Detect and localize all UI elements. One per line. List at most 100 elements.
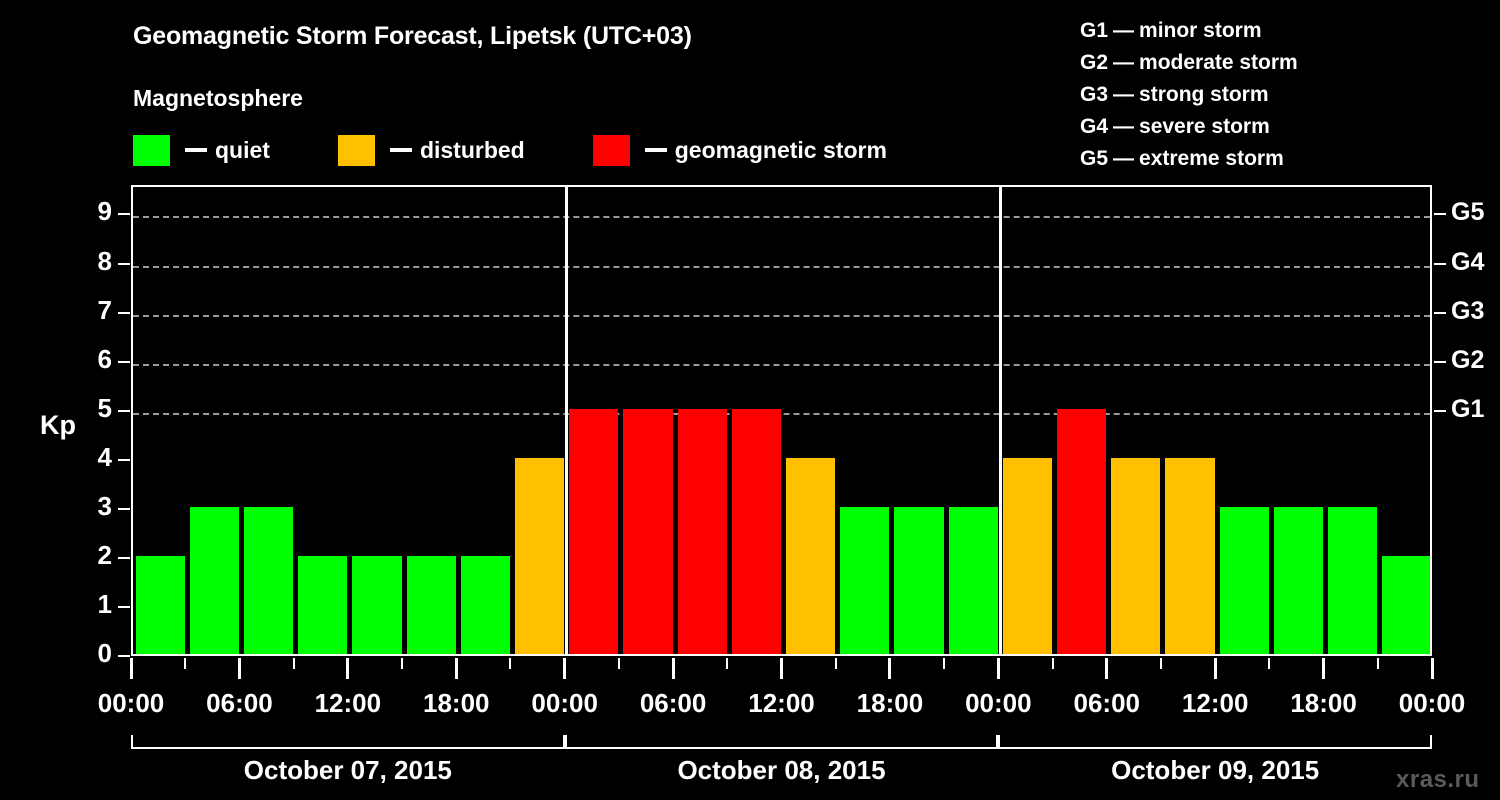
gridline-kp-5 — [133, 412, 1430, 415]
bar-day3-slot5 — [1219, 506, 1269, 654]
day-bracket-1 — [131, 735, 565, 749]
y-tick-label-8: 8 — [97, 245, 112, 276]
legend-label-quiet: quiet — [215, 136, 270, 163]
y-tick-mark-4 — [118, 458, 130, 461]
gscale-desc-g4: severe storm — [1139, 115, 1270, 138]
bar-day2-slot5 — [786, 457, 836, 654]
gridline-kp-8 — [133, 265, 1430, 268]
gridline-kp-9 — [133, 216, 1430, 219]
x-tick-major-16 — [996, 658, 1000, 679]
x-tick-major-0 — [129, 658, 133, 679]
x-tick-label-11: 18:00 — [1290, 688, 1357, 718]
page-title: Geomagnetic Storm Forecast, Lipetsk (UTC… — [133, 22, 692, 50]
x-tick-major-22 — [1322, 658, 1326, 679]
gscale-desc-g5: extreme storm — [1139, 147, 1284, 170]
x-tick-minor-23 — [1376, 658, 1379, 669]
y-tick-mark-5 — [118, 409, 130, 412]
bar-day1-slot4 — [298, 555, 348, 654]
gscale-code-g1: G1 — [1080, 19, 1109, 42]
x-tick-label-0: 00:00 — [97, 688, 165, 718]
y-tick-mark-2 — [118, 556, 130, 559]
day-divider-1 — [565, 187, 569, 654]
gscale-row-g1: G1 — minor storm — [1080, 15, 1298, 47]
plot-inner — [133, 187, 1430, 654]
g-axis-label-g2: G2 — [1451, 345, 1485, 374]
x-tick-major-10 — [671, 658, 675, 679]
x-tick-minor-3 — [292, 658, 295, 669]
bar-day1-slot2 — [189, 506, 239, 654]
gscale-code-g5: G5 — [1080, 147, 1109, 170]
x-tick-label-8: 00:00 — [965, 688, 1032, 718]
x-tick-label-9: 06:00 — [1073, 688, 1141, 718]
legend-item-quiet: quiet — [133, 133, 270, 167]
g-axis-label-g5: G5 — [1451, 198, 1485, 227]
x-tick-major-24 — [1430, 658, 1434, 679]
bar-day2-slot8 — [948, 506, 998, 654]
gscale-row-g2: G2 — moderate storm — [1080, 47, 1298, 79]
g-axis-label-g3: G3 — [1451, 296, 1485, 325]
bar-day3-slot6 — [1273, 506, 1324, 654]
bar-day1-slot3 — [243, 506, 294, 654]
gridline-kp-6 — [133, 363, 1430, 366]
legend-heading: Magnetosphere — [133, 85, 303, 111]
gscale-row-g4: G4 — severe storm — [1080, 111, 1298, 143]
gscale-sep: — — [1113, 147, 1135, 170]
x-tick-label-3: 18:00 — [423, 688, 490, 718]
y-tick-label-4: 4 — [97, 441, 112, 472]
x-tick-label-5: 06:00 — [639, 688, 707, 718]
bar-day2-slot3 — [677, 408, 727, 654]
day-label-3: October 09, 2015 — [1111, 755, 1320, 785]
y-tick-label-9: 9 — [97, 196, 112, 227]
watermark: xras.ru — [1396, 766, 1480, 793]
y-tick-mark-1 — [118, 605, 130, 608]
day-bracket-3 — [998, 735, 1432, 749]
bar-day3-slot3 — [1111, 457, 1161, 654]
y-tick-mark-8 — [118, 262, 130, 265]
x-tick-minor-7 — [509, 658, 512, 669]
gscale-sep: — — [1113, 115, 1135, 138]
bar-day2-slot6 — [840, 506, 890, 654]
plot-area — [131, 185, 1432, 656]
legend-item-disturbed: disturbed — [337, 133, 525, 167]
x-tick-label-4: 00:00 — [531, 688, 598, 718]
x-tick-minor-19 — [1159, 658, 1162, 669]
day-divider-2 — [998, 187, 1002, 654]
legend-dash-icon — [644, 148, 667, 152]
gscale-row-g3: G3 — strong storm — [1080, 79, 1298, 111]
y-tick-label-2: 2 — [97, 539, 112, 570]
bar-day3-slot1 — [1002, 457, 1053, 654]
bar-day1-slot1 — [135, 555, 185, 654]
g-axis-mark-g4 — [1434, 262, 1446, 265]
legend-item-geomagnetic-storm: geomagnetic storm — [592, 133, 887, 167]
bar-day1-slot7 — [460, 555, 510, 654]
y-tick-mark-3 — [118, 507, 130, 510]
x-tick-major-4 — [346, 658, 350, 679]
legend-label-geomagnetic-storm: geomagnetic storm — [674, 136, 887, 163]
bar-day3-slot8 — [1382, 555, 1430, 654]
y-tick-label-7: 7 — [97, 294, 112, 325]
y-axis-title: Kp — [40, 410, 76, 440]
y-tick-mark-6 — [118, 360, 130, 363]
gscale-code-g2: G2 — [1080, 51, 1109, 74]
x-tick-major-2 — [237, 658, 241, 679]
gridline-kp-7 — [133, 314, 1430, 317]
bar-day2-slot2 — [623, 408, 673, 654]
g-axis-mark-g2 — [1434, 360, 1446, 363]
legend-label-disturbed: disturbed — [419, 136, 525, 163]
x-tick-label-2: 12:00 — [314, 688, 382, 718]
legend-swatch-quiet-icon — [133, 134, 170, 166]
legend-swatch-geomagnetic-storm-icon — [592, 134, 630, 166]
bar-day3-slot7 — [1328, 506, 1378, 654]
gscale-sep: — — [1113, 83, 1135, 106]
x-tick-minor-15 — [943, 658, 946, 669]
x-tick-major-8 — [563, 658, 567, 679]
day-bracket-2 — [564, 735, 999, 749]
y-tick-label-0: 0 — [97, 638, 112, 668]
bar-day2-slot7 — [894, 506, 944, 654]
x-tick-label-10: 12:00 — [1181, 688, 1249, 718]
x-tick-minor-13 — [834, 658, 837, 669]
gscale-sep: — — [1113, 51, 1135, 74]
bar-day3-slot4 — [1165, 457, 1215, 654]
x-tick-minor-1 — [184, 658, 187, 669]
x-tick-label-1: 06:00 — [206, 688, 273, 718]
